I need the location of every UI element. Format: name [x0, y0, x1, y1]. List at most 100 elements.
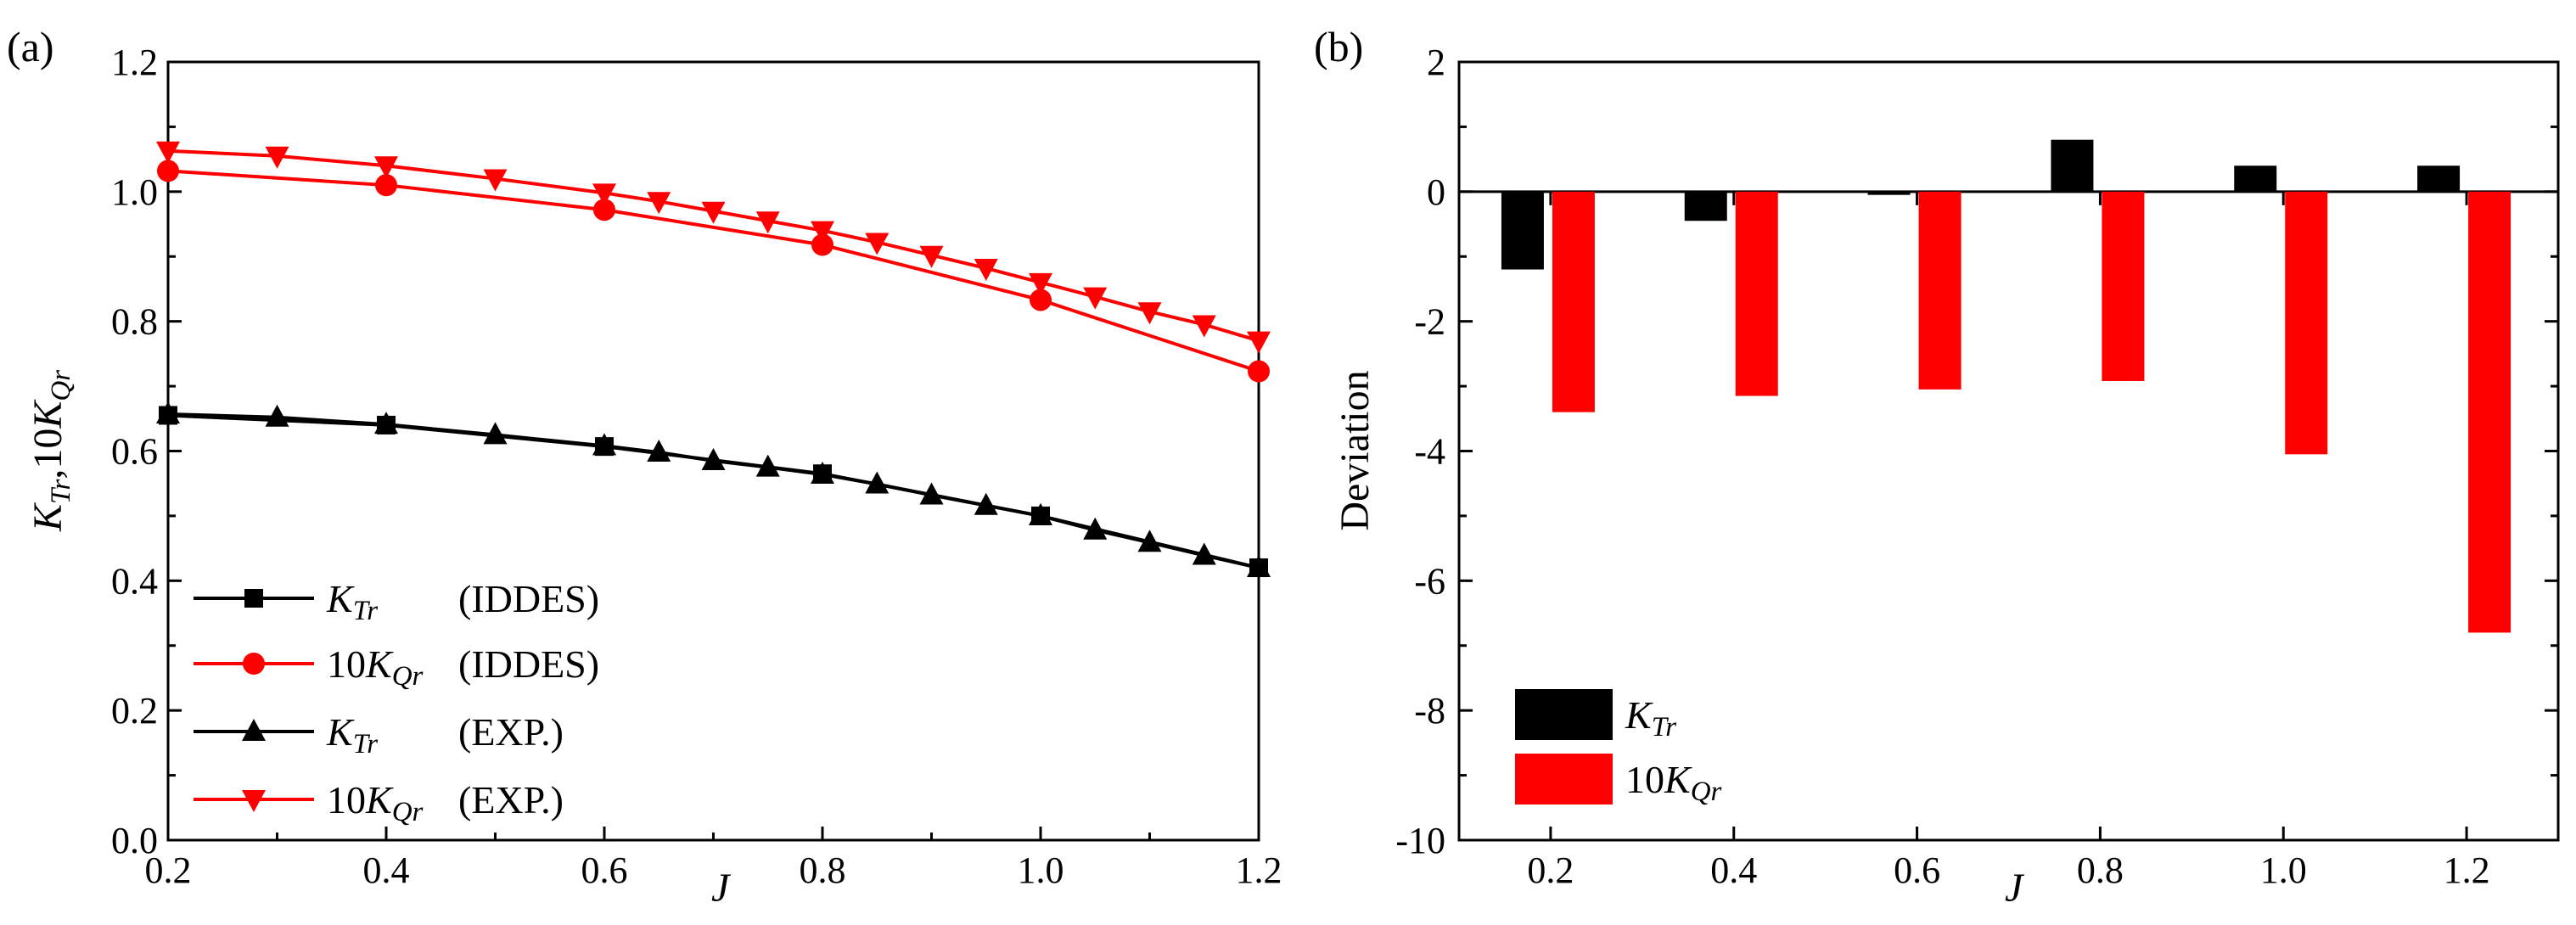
panel-a-markers [156, 141, 1271, 578]
panel-a-ytick-label: 0.6 [111, 431, 158, 473]
panel-a-ytick-label: 0.2 [111, 690, 158, 732]
data-point-s3-1 [265, 146, 289, 169]
data-point-s2-11 [974, 492, 998, 515]
data-point-s2-10 [919, 482, 944, 505]
bar-s0-4 [2234, 165, 2277, 192]
data-point-s2-15 [1192, 542, 1216, 565]
data-point-s3-16 [1247, 331, 1271, 354]
bar-s1-0 [1552, 191, 1595, 412]
data-point-s2-7 [755, 454, 780, 477]
panel-b-label: (b) [1314, 23, 1363, 70]
panel-a-ytick-label: 0.0 [111, 820, 158, 861]
legend-swatch-1 [1515, 754, 1613, 804]
data-point-s1-5 [1248, 360, 1270, 383]
legend-label-b-1: 10KQr [1625, 758, 1722, 807]
panel-a-xtick-label: 0.6 [581, 849, 628, 891]
data-point-s3-2 [374, 156, 398, 179]
data-point-s3-6 [701, 201, 726, 224]
panel-a-legend: KTr (IDDES) 10KQr (IDDES) KTr (EXP.) 10KQr (EXP… [194, 577, 599, 827]
legend-label-2: KTr (EXP.) [326, 710, 564, 760]
panel-a-xtick-label: 0.2 [145, 849, 192, 891]
data-point-s1-3 [811, 233, 833, 256]
data-point-s2-13 [1083, 517, 1108, 540]
panel-a-ytick-label: 1.0 [111, 171, 158, 213]
data-point-s1-1 [375, 174, 397, 197]
data-point-s3-5 [647, 192, 671, 215]
data-point-s3-11 [974, 259, 998, 282]
panel-a-ytick-label: 0.4 [111, 560, 158, 602]
data-point-s3-3 [483, 169, 508, 192]
panel-b-ytick-label: -6 [1414, 560, 1445, 602]
panel-a-axes: 0.2 0.4 0.6 0.8 1.0 1.20.00.20.40.60.81.01.2 [111, 42, 1282, 891]
data-point-s2-1 [265, 404, 289, 427]
data-point-s3-0 [156, 141, 180, 164]
panel-a-line-chart: (a) 0.2 0.4 0.6 0.8 1.0 1.20.00.20.40.60.81.0… [7, 23, 1282, 911]
bar-s0-1 [1684, 191, 1727, 221]
panel-a-ytick-label: 1.2 [111, 42, 158, 83]
series-line-1 [167, 169, 1260, 373]
legend-label-3: 10KQr (EXP.) [327, 778, 564, 827]
data-point-s2-0 [156, 401, 180, 423]
data-point-s2-12 [1029, 502, 1052, 525]
bar-s1-5 [2468, 191, 2511, 633]
legend-swatch-0 [1515, 689, 1613, 740]
panel-b-ytick-label: -10 [1395, 820, 1445, 861]
data-point-s2-8 [811, 462, 834, 485]
panel-b-bar-chart: (b) 2 0 -2 -4 -6 -8 -10 0.2 0.4 0.6 0.8 1.0 1.2 J De… [1314, 23, 2560, 911]
panel-b-legend: KTr 10KQr [1515, 689, 1722, 807]
legend-marker-0 [244, 589, 263, 608]
data-point-s3-15 [1192, 315, 1216, 338]
data-point-s2-14 [1137, 530, 1162, 552]
panel-b-bars [1501, 139, 2511, 633]
panel-a-ylabel: KTr,10KQr [25, 370, 76, 532]
panel-a-xtick-label: 1.0 [1018, 849, 1064, 891]
data-point-s2-5 [647, 440, 671, 462]
legend-label-1: 10KQr (IDDES) [327, 642, 599, 692]
data-point-s2-4 [592, 433, 616, 456]
data-point-s2-9 [865, 471, 890, 494]
data-point-s3-12 [1029, 272, 1052, 295]
data-point-s2-2 [374, 412, 398, 434]
data-point-s3-7 [755, 211, 780, 234]
panel-b-ytick-label: -4 [1414, 431, 1445, 473]
legend-label-b-0: KTr [1625, 693, 1676, 743]
panel-a-xtick-label: 0.8 [800, 849, 846, 891]
panel-b-frame [1457, 60, 2560, 842]
data-point-s3-10 [919, 245, 944, 268]
series-line-3 [167, 149, 1260, 343]
data-point-s3-9 [865, 233, 890, 255]
bar-s1-4 [2285, 191, 2328, 455]
legend-marker-1 [243, 653, 265, 675]
bar-s0-0 [1501, 191, 1544, 270]
panel-a-label: (a) [7, 23, 54, 70]
panel-b-ytick-label: -8 [1414, 690, 1445, 732]
data-point-s3-4 [592, 183, 616, 206]
panel-b-ytick-label: 2 [1427, 42, 1445, 83]
data-point-s2-3 [483, 422, 508, 445]
bar-s1-1 [1735, 191, 1778, 396]
panel-b-ytick-label: 0 [1427, 171, 1445, 213]
panel-b-xlabel: J [2005, 866, 2025, 911]
panel-a-xtick-label: 0.4 [363, 849, 410, 891]
data-point-s3-8 [811, 221, 834, 244]
legend-marker-3 [242, 790, 266, 812]
bar-s0-2 [1867, 191, 1911, 195]
panel-b-xtick-label: 0.4 [1710, 849, 1757, 891]
panel-b-xtick-label: 1.2 [2444, 849, 2490, 891]
bar-s1-2 [1918, 191, 1961, 390]
series-line-2 [167, 412, 1260, 570]
data-point-s2-6 [701, 447, 726, 470]
bar-s0-3 [2051, 139, 2094, 192]
series-line-0 [167, 413, 1260, 569]
data-point-s1-0 [157, 160, 179, 182]
bar-s1-3 [2102, 191, 2145, 381]
data-point-s1-4 [1030, 289, 1052, 311]
legend-label-0: KTr (IDDES) [326, 577, 599, 626]
panel-b-xtick-label: 1.0 [2260, 849, 2307, 891]
panel-b-ytick-label: -2 [1414, 301, 1445, 343]
panel-a-xlabel: J [711, 866, 732, 911]
panel-b-axes: 2 0 -2 -4 -6 -8 -10 0.2 0.4 0.6 0.8 1.0 1.2 [1395, 42, 2558, 891]
legend-marker-2 [242, 719, 266, 741]
panel-a-xtick-label: 1.2 [1236, 849, 1282, 891]
